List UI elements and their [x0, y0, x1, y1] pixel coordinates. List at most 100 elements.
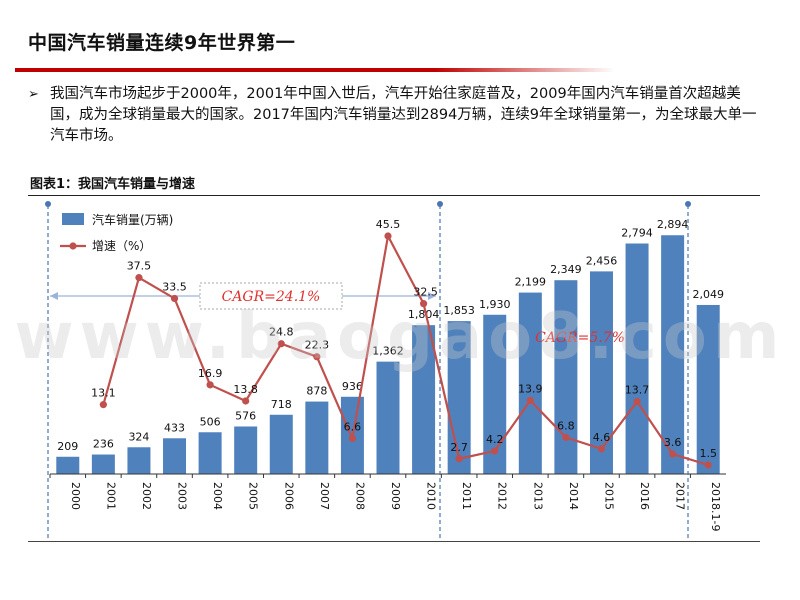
bar-2006	[269, 414, 293, 474]
bar-label-2002: 324	[128, 430, 149, 443]
bar-2004	[198, 432, 222, 474]
title-underline	[15, 68, 615, 72]
growth-label-2011: 2.7	[450, 441, 468, 454]
growth-label-2008: 6.6	[344, 420, 362, 433]
legend-line-label: 增速（%）	[92, 239, 151, 253]
period-divider-dot-1	[437, 201, 443, 207]
bar-label-2015: 2,456	[586, 254, 618, 267]
bar-2007	[305, 401, 329, 474]
bullet-text: 我国汽车市场起步于2000年，2001年中国入世后，汽车开始往家庭普及，2009…	[50, 86, 757, 144]
bar-2015	[589, 271, 613, 474]
x-tick-label-2002: 2002	[140, 482, 153, 510]
growth-label-2012: 4.2	[486, 433, 504, 446]
x-tick-label-2012: 2012	[496, 482, 509, 510]
bar-label-2009: 1,362	[372, 345, 404, 358]
bullet-paragraph: ➢ 我国汽车市场起步于2000年，2001年中国入世后，汽车开始往家庭普及，20…	[28, 84, 768, 147]
x-tick-label-2000: 2000	[69, 482, 82, 510]
bar-2003	[163, 438, 187, 474]
x-tick-label-2017: 2017	[674, 482, 687, 510]
bar-label-2003: 433	[164, 421, 185, 434]
growth-point-2017	[669, 450, 677, 458]
growth-point-2016	[633, 397, 641, 406]
x-tick-label-2009: 2009	[389, 482, 402, 510]
x-tick-label-2015: 2015	[602, 482, 615, 510]
bar-2012	[483, 314, 507, 474]
growth-point-2009	[384, 232, 392, 240]
bar-2016	[625, 243, 649, 474]
bar-2001	[91, 454, 115, 474]
growth-point-2012	[491, 447, 499, 455]
bottom-divider	[28, 541, 760, 542]
growth-label-2004: 16.9	[198, 367, 223, 380]
bar-label-2000: 209	[57, 440, 78, 453]
bar-2005	[234, 426, 258, 474]
growth-label-2016: 13.7	[625, 384, 650, 397]
x-tick-label-2007: 2007	[318, 482, 331, 510]
x-tick-label-2013: 2013	[531, 482, 544, 510]
growth-point-2006	[277, 340, 285, 348]
growth-point-2008	[348, 434, 357, 443]
bar-label-2011: 1,853	[443, 304, 475, 317]
bar-2017	[661, 235, 685, 474]
growth-label-2014: 6.8	[557, 419, 575, 432]
bar-label-2008: 936	[342, 380, 363, 393]
caption-divider	[28, 195, 760, 196]
x-tick-label-2004: 2004	[211, 482, 224, 510]
growth-point-2014	[562, 433, 570, 442]
bar-label-2018.1-9: 2,049	[692, 288, 724, 301]
x-tick-label-2001: 2001	[104, 482, 117, 510]
growth-point-2004	[206, 381, 214, 389]
growth-point-2005	[242, 397, 250, 405]
growth-label-2005: 13.8	[233, 383, 258, 396]
x-tick-label-2014: 2014	[567, 482, 580, 510]
cagr-box-1	[199, 282, 343, 310]
growth-label-2009: 45.5	[376, 218, 401, 231]
legend-bar-swatch	[62, 213, 84, 225]
growth-line	[102, 232, 709, 467]
bar-label-2005: 576	[235, 409, 256, 422]
x-tick-label-2006: 2006	[282, 482, 295, 510]
page-title: 中国汽车销量连续9年世界第一	[28, 32, 296, 54]
growth-point-2013	[526, 396, 534, 405]
growth-point-2010	[419, 300, 428, 308]
bar-2010	[412, 325, 436, 474]
growth-label-2007: 22.3	[305, 339, 330, 352]
x-tick-label-2005: 2005	[247, 482, 260, 510]
bar-2013	[518, 292, 542, 474]
bar-label-2014: 2,349	[550, 263, 582, 276]
bar-2009	[376, 361, 400, 474]
bar-label-2001: 236	[93, 438, 114, 451]
growth-point-2018.1-9	[704, 461, 712, 469]
bar-2018.1-9	[696, 304, 720, 474]
growth-point-2011	[455, 455, 463, 463]
x-tick-label-2003: 2003	[176, 482, 189, 510]
bar-label-2006: 718	[271, 398, 292, 411]
period-divider-dot-2	[685, 201, 691, 207]
cagr-label-1: CAGR=24.1%	[222, 289, 321, 305]
growth-label-2001: 13.1	[91, 387, 116, 400]
growth-point-2003	[170, 294, 179, 303]
bar-label-2012: 1,930	[479, 298, 511, 311]
bar-2000	[56, 456, 80, 474]
bar-label-2013: 2,199	[515, 276, 547, 289]
bar-label-2004: 506	[200, 415, 221, 428]
bar-2002	[127, 447, 151, 474]
growth-label-2015: 4.6	[593, 431, 611, 444]
bar-label-2007: 878	[306, 385, 327, 398]
bar-2014	[554, 280, 578, 474]
bar-label-2016: 2,794	[621, 226, 653, 239]
growth-label-2017: 3.6	[664, 436, 682, 449]
legend-bar-label: 汽车销量(万辆)	[92, 212, 173, 227]
cagr-arrowhead-left	[50, 292, 58, 300]
x-tick-label-2008: 2008	[353, 482, 366, 510]
growth-point-2007	[313, 353, 321, 361]
growth-label-2003: 33.5	[162, 280, 187, 293]
growth-point-2001	[99, 401, 107, 409]
period-divider-dot-0	[45, 201, 51, 207]
x-tick-label-2016: 2016	[638, 482, 651, 510]
growth-label-2013: 13.9	[518, 382, 543, 395]
x-tick-label-2010: 2010	[425, 482, 438, 510]
growth-label-2002: 37.5	[127, 260, 152, 273]
cagr-label-2: CAGR=5.7%	[535, 330, 625, 346]
